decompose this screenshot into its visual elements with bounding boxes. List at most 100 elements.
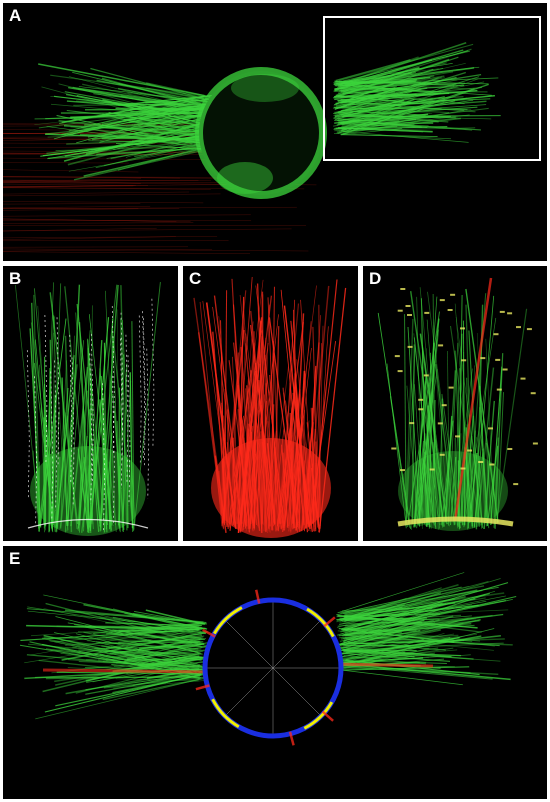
fiber-strand-left: [90, 67, 208, 101]
traced-contour: [146, 348, 150, 499]
fiber-strand-right: [341, 636, 405, 651]
fiber-strand: [420, 298, 427, 527]
fiber-strand-left: [113, 112, 210, 136]
fiber-strand-right: [343, 644, 415, 647]
fiber-strand: [70, 366, 89, 527]
fiber-strand-right: [336, 615, 454, 651]
fiber-tip-marker: [429, 468, 435, 471]
fiber-strand-left: [65, 668, 199, 695]
ring-tick: [195, 684, 210, 691]
fiber-strand-left: [27, 606, 202, 635]
fiber-tip-marker: [496, 388, 502, 391]
fiber-strand: [479, 407, 490, 529]
fiber-strand: [99, 399, 109, 526]
traced-contour: [54, 360, 57, 511]
background-red-streak: [3, 183, 149, 186]
fiber-tip-marker: [438, 344, 444, 347]
fiber-strand: [468, 330, 480, 525]
fiber-tip-marker: [447, 309, 453, 311]
fiber-strand: [38, 429, 51, 532]
fiber-strand-right: [343, 627, 481, 642]
fiber-tip-marker: [530, 392, 536, 395]
fiber-strand-right: [336, 99, 476, 113]
fiber-strand: [120, 285, 128, 531]
background-red-streak: [3, 193, 221, 197]
panel-label-c: C: [189, 269, 202, 288]
fiber-strand-left: [85, 625, 199, 629]
fiber-strand-right: [337, 572, 465, 614]
fiber-strand: [90, 460, 94, 530]
fiber-tip-marker: [391, 447, 397, 450]
background-red-streak: [3, 218, 177, 222]
axis-line-left: [42, 668, 214, 674]
fiber-strand: [43, 315, 55, 529]
fiber-strand-left: [61, 631, 206, 661]
fiber-strand: [406, 385, 419, 525]
fiber-strand-right: [336, 613, 441, 618]
fiber-strand: [471, 435, 483, 529]
fiber-strand: [425, 381, 441, 525]
fiber-strand-left: [66, 109, 211, 127]
fiber-strand-right: [343, 634, 459, 640]
ring-tick: [321, 710, 334, 722]
fiber-strand: [112, 393, 125, 530]
background-red-streak: [3, 208, 180, 211]
fiber-strand-right: [345, 635, 482, 661]
fiber-strand: [411, 344, 415, 525]
background-red-streak: [3, 206, 297, 210]
fiber-strand-left: [35, 678, 200, 720]
fiber-strand: [99, 399, 113, 525]
background-red-streak: [3, 248, 309, 252]
fiber-strand-right: [337, 630, 473, 642]
background-red-streak: [3, 162, 129, 164]
fiber-strand-left: [134, 649, 208, 659]
fiber-strand-right: [334, 81, 489, 85]
fiber-strand-right: [334, 87, 396, 110]
fiber-strand-right: [341, 107, 489, 128]
fiber-tip-marker: [502, 368, 508, 371]
fiber-strand-left: [87, 113, 204, 138]
traced-contour: [50, 371, 54, 522]
fiber-strand-right: [341, 89, 478, 104]
background-red-streak: [3, 249, 213, 252]
fiber-tip-marker: [439, 453, 445, 456]
fiber-strand: [90, 340, 103, 524]
fiber-strand-right: [334, 76, 480, 121]
fiber-strand-right: [339, 108, 431, 114]
fiber-tip-marker: [394, 355, 400, 358]
fiber-strand: [465, 288, 499, 523]
fiber-strand-right: [339, 617, 469, 655]
fiber-strand: [490, 366, 503, 526]
fiber-strand: [485, 442, 493, 525]
fiber-strand-left: [106, 650, 204, 671]
fiber-strand: [66, 335, 75, 525]
inset-box: [323, 16, 541, 161]
fiber-strand-right: [338, 87, 417, 89]
fiber-strand-left: [98, 658, 200, 661]
fiber-strand: [65, 412, 78, 529]
fiber-strand-right: [334, 86, 396, 101]
fiber-tip-marker: [478, 461, 484, 463]
fiber-strand-left: [58, 119, 209, 139]
traced-contour: [151, 298, 155, 449]
fiber-tip-marker: [507, 312, 513, 315]
background-red-streak: [3, 184, 236, 187]
fiber-strand: [87, 338, 92, 534]
fiber-strand-right: [342, 614, 462, 622]
fiber-tip-marker: [461, 359, 467, 362]
panel-e-micrograph: E: [3, 546, 547, 799]
fiber-strand-right: [340, 665, 493, 680]
fiber-strand: [49, 292, 79, 525]
background-red-streak: [3, 203, 141, 205]
fiber-strand-right: [340, 62, 453, 83]
fiber-strand-left: [88, 140, 205, 143]
sector-divider: [224, 619, 322, 717]
fiber-strand: [133, 282, 161, 526]
panel-a-fiber-image: [3, 16, 541, 254]
fiber-strand-left: [38, 63, 205, 97]
fiber-strand-right: [342, 664, 499, 675]
fiber-strand-right: [336, 636, 462, 661]
fiber-tip-marker: [513, 483, 519, 486]
fiber-strand-left: [72, 86, 205, 108]
fiber-strand: [494, 353, 504, 529]
